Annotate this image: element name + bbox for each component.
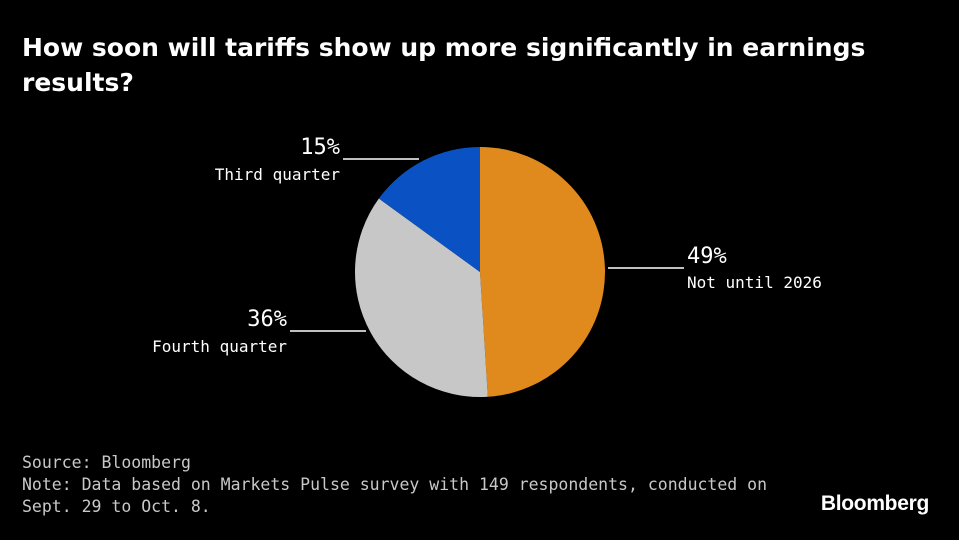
chart-title: How soon will tariffs show up more signi… [22, 33, 866, 97]
note-text: Note: Data based on Markets Pulse survey… [22, 475, 768, 516]
pie-slice-not-until-2026 [480, 147, 605, 397]
pie-slice-third-quarter [378, 147, 480, 272]
pie-slices [355, 147, 605, 397]
slice-category-label: Fourth quarter [152, 337, 287, 356]
slice-labels: 49% Not until 2026 36% Fourth quarter 15% Thi… [152, 135, 822, 356]
source-text: Source: Bloomberg [22, 453, 191, 472]
slice-category-label: Third quarter [215, 165, 341, 184]
bloomberg-logo: Bloomberg [820, 492, 929, 515]
pie-slice-fourth-quarter [355, 198, 488, 397]
slice-value-label: 49% [687, 244, 727, 269]
slice-value-label: 36% [247, 307, 287, 332]
chart-footer: Source: Bloomberg Note: Data based on Ma… [22, 452, 782, 518]
slice-category-label: Not until 2026 [687, 273, 822, 292]
slice-value-label: 15% [300, 135, 340, 160]
leader-lines [290, 158, 684, 332]
